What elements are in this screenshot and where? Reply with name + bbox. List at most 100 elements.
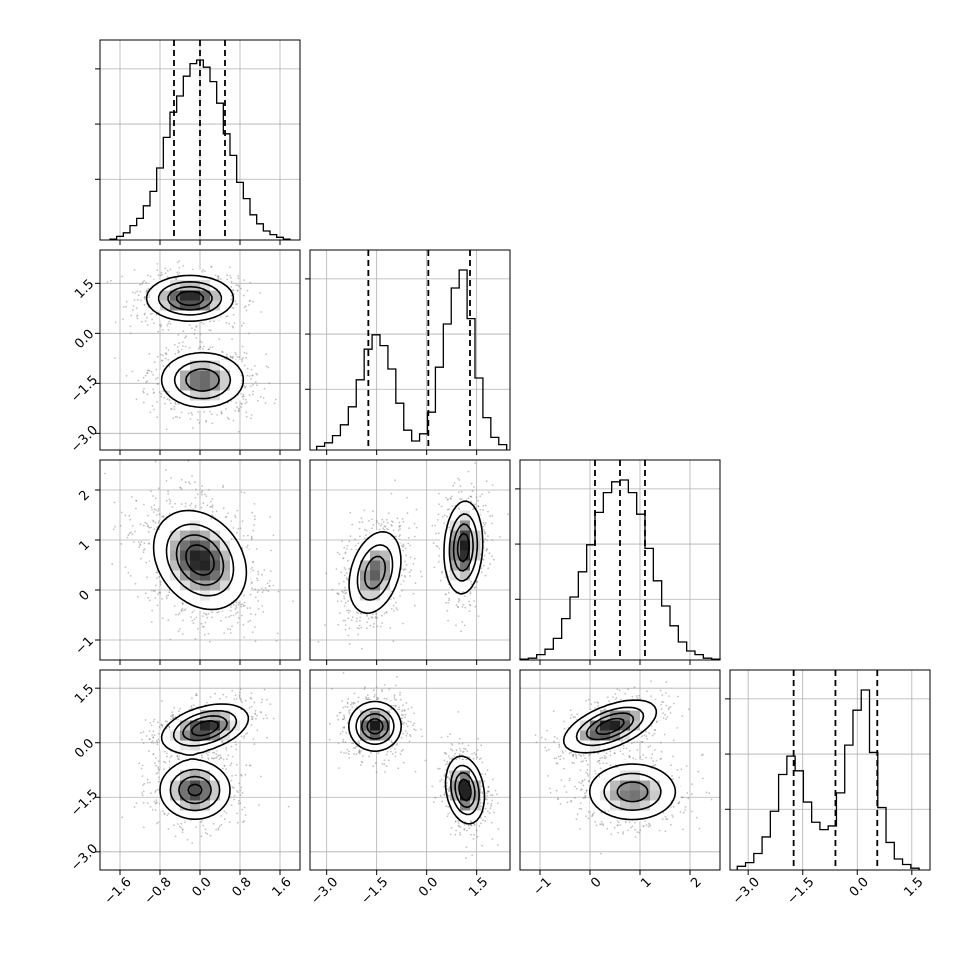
scatter-point bbox=[365, 534, 367, 537]
scatter-point bbox=[250, 538, 253, 541]
scatter-point bbox=[169, 638, 172, 641]
scatter-point bbox=[345, 589, 347, 591]
scatter-point bbox=[164, 357, 167, 360]
scatter-point bbox=[375, 613, 377, 615]
scatter-point bbox=[146, 522, 148, 525]
scatter-point bbox=[155, 571, 158, 574]
scatter-point bbox=[142, 731, 145, 733]
scatter-point bbox=[164, 469, 167, 471]
scatter-point bbox=[394, 601, 397, 604]
scatter-point bbox=[156, 571, 159, 574]
scatter-point bbox=[178, 612, 181, 614]
scatter-point bbox=[482, 525, 484, 528]
scatter-point bbox=[209, 696, 212, 698]
scatter-point bbox=[191, 475, 193, 478]
scatter-point bbox=[263, 688, 266, 691]
scatter-point bbox=[209, 329, 212, 332]
scatter-point bbox=[153, 734, 156, 736]
scatter-point bbox=[483, 554, 486, 557]
scatter-point bbox=[158, 726, 161, 728]
scatter-point bbox=[162, 516, 165, 519]
scatter-point bbox=[403, 575, 406, 577]
scatter-point bbox=[195, 616, 198, 619]
scatter-point bbox=[159, 581, 162, 584]
scatter-point bbox=[390, 590, 393, 592]
scatter-point bbox=[344, 568, 347, 571]
scatter-point bbox=[468, 610, 471, 612]
scatter-point bbox=[181, 828, 184, 831]
scatter-point bbox=[141, 281, 144, 283]
scatter-point bbox=[238, 799, 240, 802]
density-cell bbox=[220, 580, 231, 591]
scatter-point bbox=[232, 419, 235, 422]
density-cell bbox=[240, 550, 251, 561]
scatter-point bbox=[396, 517, 399, 520]
density-cell bbox=[170, 360, 181, 371]
scatter-point bbox=[162, 354, 164, 357]
scatter-point bbox=[261, 573, 263, 576]
scatter-point bbox=[251, 631, 254, 634]
scatter-point bbox=[149, 275, 152, 278]
scatter-point bbox=[151, 318, 154, 321]
density-cell bbox=[190, 580, 201, 591]
scatter-point bbox=[405, 568, 407, 571]
scatter-point bbox=[111, 563, 114, 566]
density-cell bbox=[460, 500, 471, 511]
scatter-point bbox=[372, 510, 374, 513]
scatter-point bbox=[446, 508, 449, 511]
density-cell bbox=[360, 590, 371, 601]
scatter-point bbox=[342, 580, 345, 583]
scatter-point bbox=[165, 352, 168, 355]
scatter-point bbox=[145, 561, 148, 564]
scatter-point bbox=[129, 325, 132, 328]
scatter-point bbox=[150, 371, 153, 373]
scatter-point bbox=[337, 623, 339, 626]
scatter-point bbox=[438, 503, 440, 506]
scatter-point bbox=[230, 538, 233, 541]
scatter-point bbox=[476, 581, 479, 583]
scatter-point bbox=[127, 571, 130, 574]
scatter-point bbox=[385, 611, 388, 614]
scatter-point bbox=[246, 367, 249, 370]
scatter-point bbox=[195, 324, 198, 327]
scatter-point bbox=[211, 346, 214, 348]
scatter-point bbox=[257, 573, 260, 576]
scatter-point bbox=[134, 530, 136, 533]
density-cell bbox=[450, 510, 461, 521]
scatter-point bbox=[488, 552, 491, 555]
scatter-point bbox=[244, 364, 246, 367]
scatter-point bbox=[177, 351, 180, 354]
scatter-point bbox=[229, 355, 232, 358]
scatter-point bbox=[194, 506, 197, 509]
scatter-point bbox=[200, 506, 203, 509]
scatter-point bbox=[458, 479, 461, 481]
density-cell bbox=[220, 590, 231, 601]
scatter-point bbox=[146, 372, 149, 374]
density-cell bbox=[170, 590, 181, 601]
scatter-point bbox=[148, 526, 151, 529]
scatter-point bbox=[137, 294, 140, 297]
scatter-point bbox=[240, 491, 243, 493]
scatter-point bbox=[317, 641, 320, 643]
scatter-point bbox=[146, 372, 148, 374]
scatter-point bbox=[224, 516, 227, 519]
scatter-point bbox=[250, 417, 253, 420]
scatter-point bbox=[448, 592, 450, 594]
density-cell bbox=[200, 350, 211, 361]
scatter-point bbox=[131, 370, 134, 373]
scatter-point bbox=[383, 525, 386, 528]
scatter-point bbox=[236, 621, 239, 624]
scatter-point bbox=[182, 619, 184, 622]
scatter-point bbox=[241, 603, 244, 605]
density-cell bbox=[200, 280, 211, 291]
scatter-point bbox=[458, 491, 460, 494]
scatter-point bbox=[194, 329, 196, 331]
scatter-point bbox=[254, 712, 256, 715]
scatter-point bbox=[143, 296, 146, 298]
scatter-point bbox=[255, 372, 258, 375]
scatter-point bbox=[170, 407, 172, 410]
scatter-point bbox=[265, 353, 267, 356]
density-cell bbox=[160, 300, 171, 311]
scatter-point bbox=[230, 614, 232, 617]
scatter-point bbox=[361, 521, 364, 523]
